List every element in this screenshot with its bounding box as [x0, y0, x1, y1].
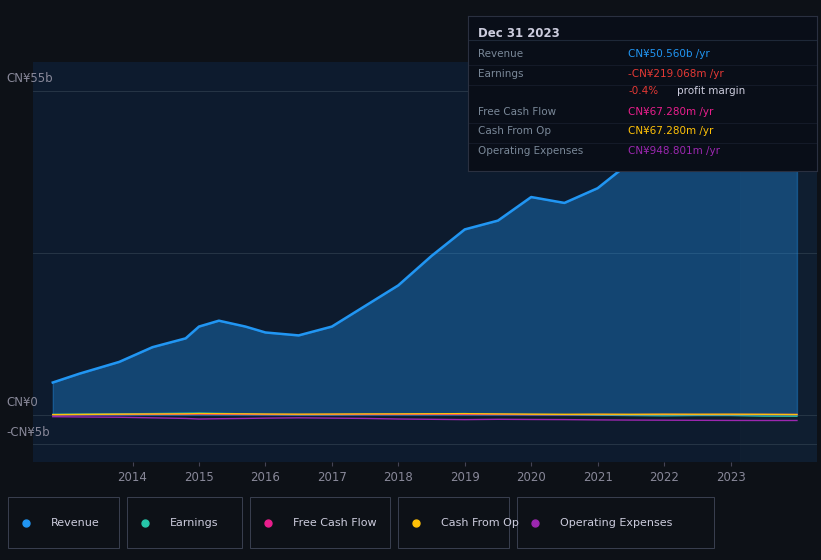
Text: CN¥67.280m /yr: CN¥67.280m /yr	[629, 107, 713, 117]
Text: Revenue: Revenue	[51, 518, 99, 528]
Bar	[741, 62, 817, 462]
Text: Free Cash Flow: Free Cash Flow	[479, 107, 557, 117]
Text: CN¥50.560b /yr: CN¥50.560b /yr	[629, 49, 710, 59]
Text: -0.4%: -0.4%	[629, 86, 658, 96]
Text: Cash From Op: Cash From Op	[441, 518, 519, 528]
Text: CN¥55b: CN¥55b	[7, 72, 53, 86]
Text: Cash From Op: Cash From Op	[479, 126, 552, 136]
Text: profit margin: profit margin	[677, 86, 745, 96]
Text: CN¥67.280m /yr: CN¥67.280m /yr	[629, 126, 713, 136]
Text: Earnings: Earnings	[170, 518, 218, 528]
Text: Dec 31 2023: Dec 31 2023	[479, 26, 560, 40]
Text: Operating Expenses: Operating Expenses	[479, 146, 584, 156]
Text: -CN¥219.068m /yr: -CN¥219.068m /yr	[629, 69, 724, 79]
Text: -CN¥5b: -CN¥5b	[7, 426, 50, 438]
Text: CN¥0: CN¥0	[7, 396, 39, 409]
Text: Earnings: Earnings	[479, 69, 524, 79]
Text: Operating Expenses: Operating Expenses	[560, 518, 672, 528]
Text: CN¥948.801m /yr: CN¥948.801m /yr	[629, 146, 721, 156]
Text: Revenue: Revenue	[479, 49, 524, 59]
Text: Free Cash Flow: Free Cash Flow	[293, 518, 377, 528]
